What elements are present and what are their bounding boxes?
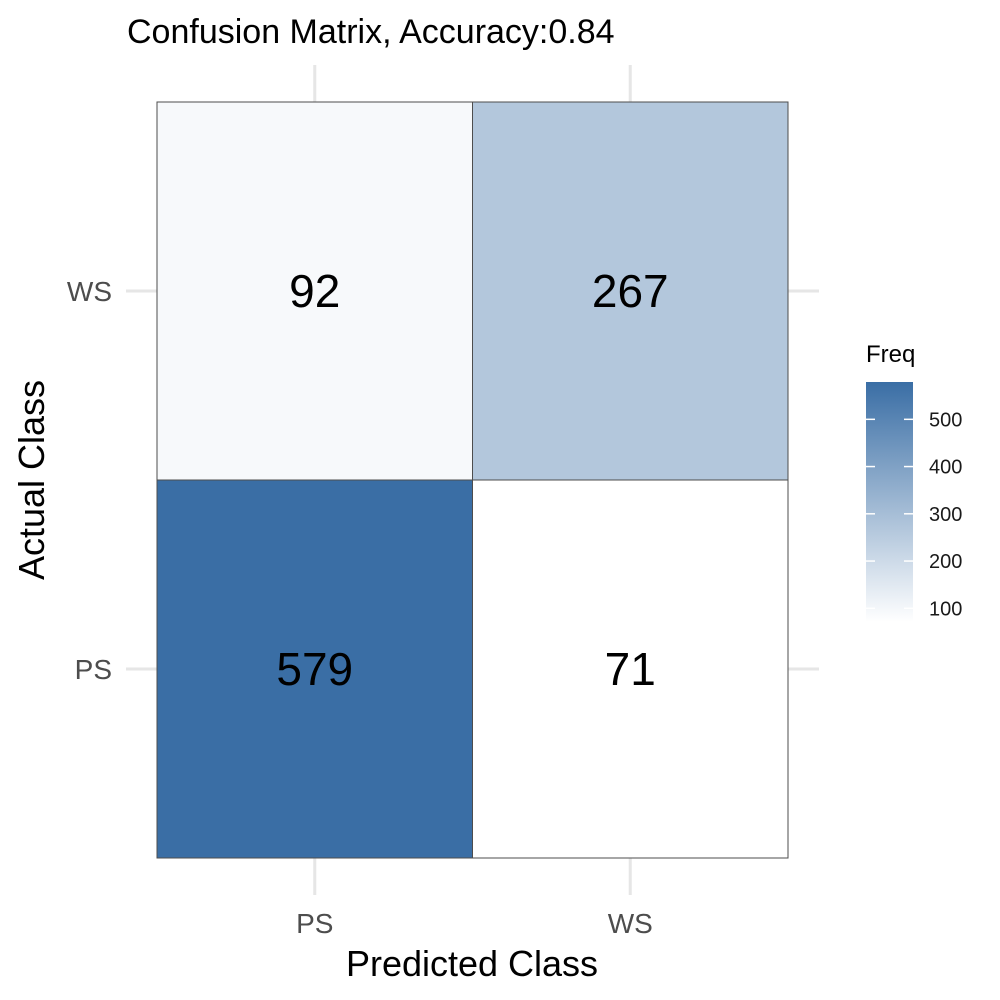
x-tick-label-ps: PS — [296, 908, 333, 939]
heatmap-tiles — [156, 101, 789, 859]
legend-tick-label-500: 500 — [929, 409, 962, 431]
chart-title: Confusion Matrix, Accuracy:0.84 — [127, 13, 615, 51]
legend-title: Freq — [866, 341, 915, 368]
y-axis-title: Actual Class — [11, 380, 52, 580]
color-legend: Freq 100 200 300 400 500 — [866, 341, 962, 622]
legend-tick-label-100: 100 — [929, 598, 962, 620]
cell-value-actual-ws-predicted-ps: 92 — [289, 265, 340, 317]
cell-value-labels: 92 267 579 71 — [276, 265, 668, 695]
y-tick-label-ps: PS — [75, 654, 112, 685]
cell-value-actual-ps-predicted-ws: 71 — [605, 643, 656, 695]
x-tick-label-ws: WS — [608, 908, 653, 939]
cell-value-actual-ps-predicted-ps: 579 — [276, 643, 353, 695]
legend-ticks: 100 200 300 400 500 — [866, 409, 962, 620]
y-tick-label-ws: WS — [67, 276, 112, 307]
legend-tick-label-200: 200 — [929, 551, 962, 573]
cell-value-actual-ws-predicted-ws: 267 — [592, 265, 669, 317]
x-axis-title: Predicted Class — [346, 943, 598, 984]
tile-actual-ws-predicted-ps — [156, 101, 473, 481]
x-axis-tick-labels: PS WS — [296, 908, 653, 939]
legend-tick-label-300: 300 — [929, 504, 962, 526]
legend-tick-label-400: 400 — [929, 457, 962, 479]
tile-actual-ps-predicted-ws — [472, 479, 789, 859]
legend-color-bar — [866, 382, 913, 622]
tile-actual-ps-predicted-ps — [156, 479, 473, 859]
y-axis-tick-labels: PS WS — [67, 276, 112, 685]
